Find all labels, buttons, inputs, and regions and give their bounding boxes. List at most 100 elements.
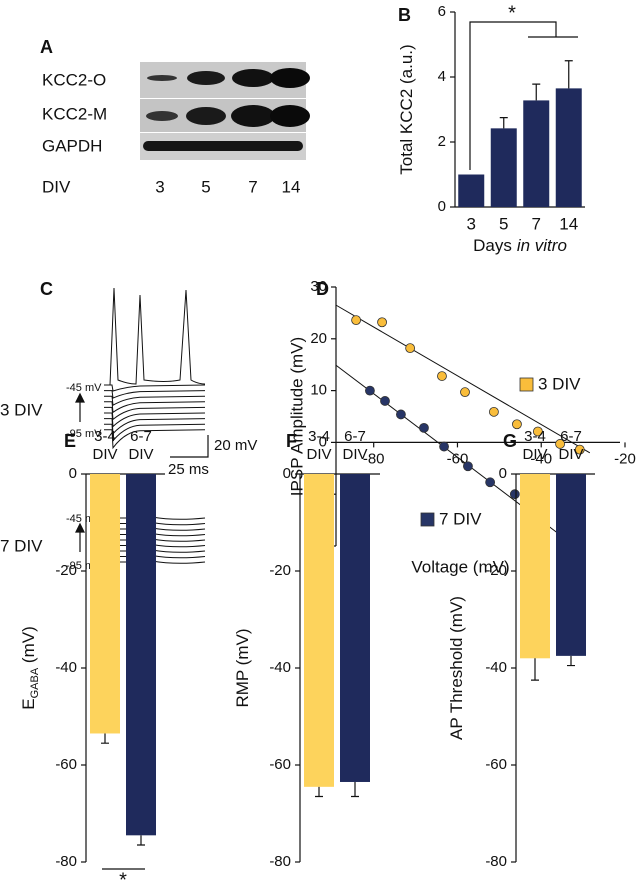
y-tick-label: -40 xyxy=(55,659,77,676)
trace xyxy=(104,429,206,450)
y-tick-label: 2 xyxy=(438,133,446,150)
x-tick-label: 6-7 DIV xyxy=(558,428,584,463)
point xyxy=(419,422,429,433)
x-tick-label: 7 xyxy=(532,214,541,233)
trace xyxy=(104,401,206,414)
row-label: KCC2-O xyxy=(42,70,106,89)
y-axis-label: Total KCC2 (a.u.) xyxy=(397,44,416,174)
legend-swatch xyxy=(420,512,435,527)
point xyxy=(509,489,520,500)
panel-letter: A xyxy=(40,37,53,57)
point xyxy=(460,387,470,398)
y-tick-label: 4 xyxy=(438,68,446,85)
y-axis-label-part: (mV) xyxy=(19,626,38,668)
trace-top: -45 mV xyxy=(66,382,102,394)
x-tick-label: 3 xyxy=(467,214,476,233)
error-bar xyxy=(567,655,575,667)
x-axis-label-part: in vitro xyxy=(517,236,567,255)
scale-label: 25 ms xyxy=(168,461,209,478)
y-tick-label: -60 xyxy=(269,756,291,773)
panel-letter: B xyxy=(398,5,411,25)
bar xyxy=(90,474,120,734)
x-tick-label: -20 xyxy=(614,450,636,467)
y-tick-label: -20 xyxy=(485,562,507,579)
legend-label: 3 DIV xyxy=(538,374,581,393)
x-tick-label: -40 xyxy=(530,450,552,467)
x-tick-label: -80 xyxy=(363,450,385,467)
lane-label: 7 xyxy=(248,177,257,196)
point xyxy=(485,477,496,488)
point xyxy=(512,419,522,430)
trace xyxy=(104,406,206,421)
fit-line xyxy=(335,304,591,454)
x-tick-label: 14 xyxy=(559,214,578,233)
bar xyxy=(458,174,485,207)
bar xyxy=(304,474,334,787)
bar xyxy=(126,474,156,836)
bar xyxy=(340,474,370,782)
point xyxy=(396,409,406,420)
x-tick-label: 3-4 DIV xyxy=(92,428,118,463)
trace xyxy=(104,287,206,386)
point xyxy=(365,385,375,396)
trace-bottom: -95 mV xyxy=(66,428,102,440)
x-axis-label-part: Days xyxy=(473,236,512,255)
error-bar xyxy=(351,781,359,798)
lane-label: 14 xyxy=(282,177,301,196)
x-tick-label: 3-4 DIV xyxy=(522,428,548,463)
bar xyxy=(523,100,550,207)
point xyxy=(437,371,447,381)
bar xyxy=(556,474,586,656)
significance-mark: * xyxy=(119,869,127,887)
trace xyxy=(104,384,206,392)
panel-letter: E xyxy=(64,431,76,451)
y-axis-label: IPSP Amplitude (mV) xyxy=(287,337,306,496)
point xyxy=(380,396,390,406)
x-tick-label: 5 xyxy=(499,214,508,233)
y-axis-label-part: E xyxy=(19,698,38,709)
significance-bracket xyxy=(469,21,578,170)
y-tick-label: -80 xyxy=(269,853,291,870)
error-bar xyxy=(499,117,508,129)
error-bar xyxy=(101,733,109,744)
y-axis-label: RMP (mV) xyxy=(233,628,252,707)
point xyxy=(574,444,585,455)
scale-label: 20 mV xyxy=(214,437,257,454)
y-tick-label: 0 xyxy=(438,198,446,215)
point xyxy=(405,343,416,354)
error-bar xyxy=(531,658,539,681)
point xyxy=(351,315,362,326)
x-tick-label: 6-7 DIV xyxy=(128,428,154,463)
y-tick-label: 0 xyxy=(283,465,291,482)
trace xyxy=(104,390,206,399)
bar xyxy=(520,474,550,659)
error-bar xyxy=(137,835,145,846)
point xyxy=(555,439,565,449)
panel-letter: G xyxy=(503,431,517,451)
trace xyxy=(104,395,206,407)
y-axis-label: EGABA (mV) xyxy=(19,626,40,709)
bar xyxy=(555,88,582,207)
y-tick-label: 30 xyxy=(310,278,327,295)
y-tick-label: -60 xyxy=(55,756,77,773)
y-tick-label: -60 xyxy=(485,756,507,773)
y-axis-label-part: GABA xyxy=(29,667,41,698)
y-tick-label: -40 xyxy=(485,659,507,676)
panel-letter: C xyxy=(40,279,53,299)
panel-letter: F xyxy=(286,431,297,451)
y-tick-label: 10 xyxy=(310,382,327,399)
row-label: KCC2-M xyxy=(42,104,107,123)
lane-label: 3 xyxy=(155,177,164,196)
y-axis-label-part: RMP (mV) xyxy=(233,628,252,707)
y-tick-label: -40 xyxy=(269,659,291,676)
trace-name: 7 DIV xyxy=(0,536,43,555)
point xyxy=(439,441,449,452)
y-tick-label: -80 xyxy=(485,853,507,870)
y-tick-label: -20 xyxy=(55,562,77,579)
y-tick-label: -20 xyxy=(269,562,291,579)
scale-bar xyxy=(75,392,209,552)
y-tick-label: 0 xyxy=(319,433,327,450)
y-axis-label-part: Total KCC2 (a.u.) xyxy=(397,44,416,174)
panel-letter: D xyxy=(316,279,329,299)
